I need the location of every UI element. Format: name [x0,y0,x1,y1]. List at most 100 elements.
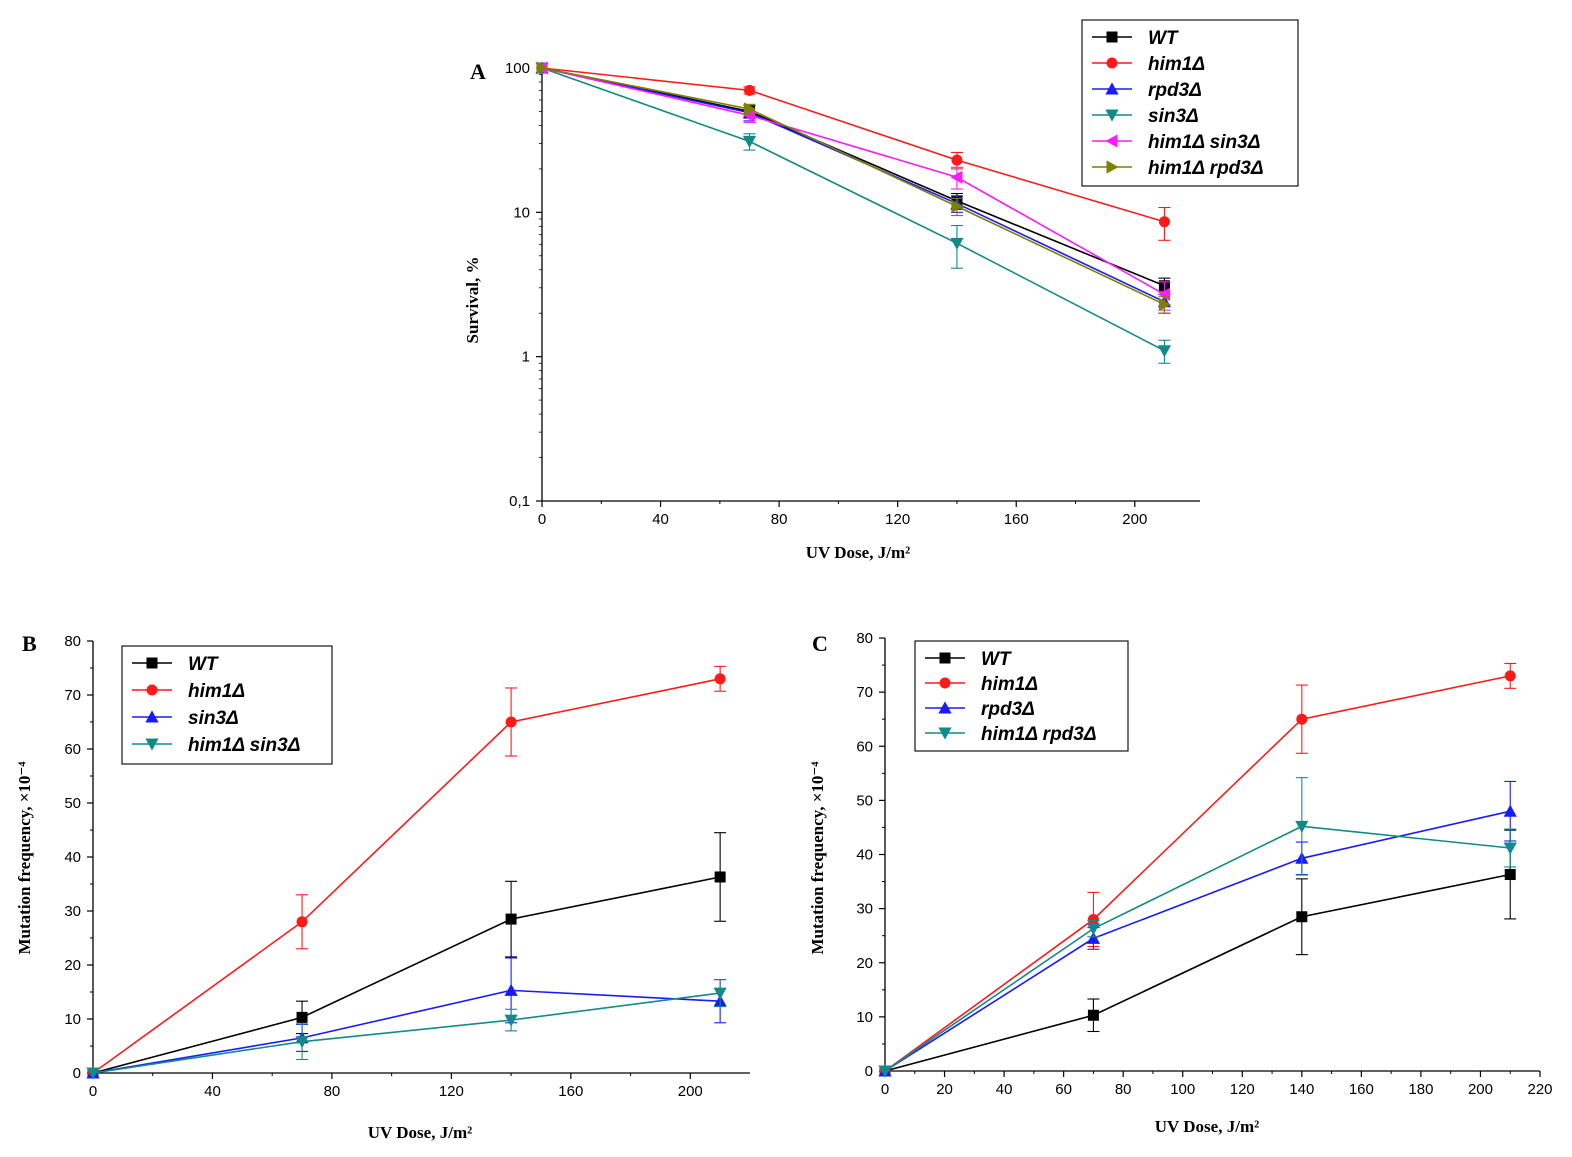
legend-label: him1Δ rpd3Δ [1148,158,1264,179]
data-point [1086,931,1101,944]
data-point [1158,297,1172,312]
y-tick-label: 0 [73,1065,81,1082]
y-tick-label: 1 [522,349,530,366]
panel-c-chart: 0 20 40 60 80 100 120 140 160 180 200 220 0 10 20 30 40 5… [808,630,1553,1136]
legend-label: WT [1148,28,1179,49]
data-point [296,916,308,928]
legend-marker [146,684,158,696]
series-line [92,678,721,1074]
data-point [1503,804,1517,817]
y-tick-label: 0,1 [509,493,530,510]
data-point [1296,713,1308,725]
data-point [714,673,726,685]
x-tick-label: 40 [996,1081,1013,1098]
x-tick-label: 80 [324,1083,341,1100]
x-tick-label: 120 [885,511,910,528]
y-tick-label: 20 [64,957,81,974]
series-line [92,876,721,1074]
data-point [1295,820,1309,833]
legend-marker [938,701,952,714]
y-tick-label: 30 [856,901,873,918]
legend-marker [1105,109,1119,122]
y-tick-label: 60 [64,741,81,758]
panel-b-letter: B [22,631,37,656]
x-tick-label: 140 [1289,1081,1314,1098]
panel-a-letter: A [470,59,486,84]
data-point [295,1036,309,1049]
series-line [541,67,1165,303]
legend-label: WT [188,654,219,675]
x-tick-label: 160 [558,1083,583,1100]
x-tick-label: 220 [1527,1081,1552,1098]
legend-marker [939,652,951,664]
series-line [92,989,721,1074]
data-point [505,913,517,925]
panel-a-chart: 0 40 80 120 160 200 0,1 1 10 100 UV Dose, J/m² Surv… [463,19,1299,562]
y-tick-label: 60 [856,738,873,755]
y-tick-label: 10 [64,1011,81,1028]
data-point [878,1065,892,1078]
data-point [742,108,755,122]
data-point [1086,923,1101,936]
y-tick-label: 80 [64,633,81,650]
y-tick-label: 70 [856,684,873,701]
legend-label: sin3Δ [1148,106,1199,127]
x-axis-label: UV Dose, J/m² [806,543,910,562]
legend-marker [1105,134,1118,148]
legend-marker [1105,82,1119,95]
series-line [92,992,721,1074]
x-axis-label: UV Dose, J/m² [1155,1117,1259,1136]
data-point [1504,670,1516,682]
y-tick-label: 100 [505,60,530,77]
panel-c-letter: C [812,631,828,656]
y-tick-label: 80 [856,630,873,647]
legend-marker [938,727,952,740]
x-tick-label: 160 [1349,1081,1374,1098]
data-point [504,983,518,996]
legend-label: rpd3Δ [1148,80,1202,101]
series-line [884,873,1511,1072]
series-line [884,675,1511,1072]
y-tick-label: 50 [856,792,873,809]
y-tick-label: 0 [865,1063,873,1080]
legend-label: him1Δ sin3Δ [188,735,300,756]
data-point [1157,345,1172,358]
x-tick-label: 120 [439,1083,464,1100]
y-axis-label: Mutation frequency, ×10⁻⁴ [15,762,34,955]
y-tick-label: 40 [64,849,81,866]
legend-label: sin3Δ [188,708,239,729]
data-point [951,154,963,166]
data-point [951,199,964,213]
data-point [950,170,963,184]
legend-label: him1Δ [188,681,245,702]
x-tick-label: 20 [936,1081,953,1098]
data-point [296,1011,308,1023]
data-point [536,61,549,75]
x-tick-label: 200 [1122,511,1147,528]
x-tick-label: 200 [1468,1081,1493,1098]
x-tick-label: 40 [204,1083,221,1100]
y-tick-label: 40 [856,847,873,864]
legend-box [1081,19,1299,187]
legend-marker [146,657,158,669]
x-tick-label: 0 [538,511,546,528]
data-point [504,1014,518,1027]
data-point [1504,869,1516,881]
legend-marker [1106,160,1119,174]
data-point [743,102,757,116]
legend-label: him1Δ [1148,54,1205,75]
x-tick-label: 180 [1408,1081,1433,1098]
x-tick-label: 80 [1115,1081,1132,1098]
data-point [714,871,726,883]
data-point [1158,216,1170,228]
data-point [1296,911,1308,923]
legend-marker [939,677,951,689]
series-line [541,67,1165,296]
legend-marker [145,710,159,723]
y-tick-label: 10 [513,204,530,221]
x-tick-label: 100 [1170,1081,1195,1098]
y-axis-label: Mutation frequency, ×10⁻⁴ [808,762,827,955]
data-point [743,84,755,96]
series-line [541,67,1165,223]
